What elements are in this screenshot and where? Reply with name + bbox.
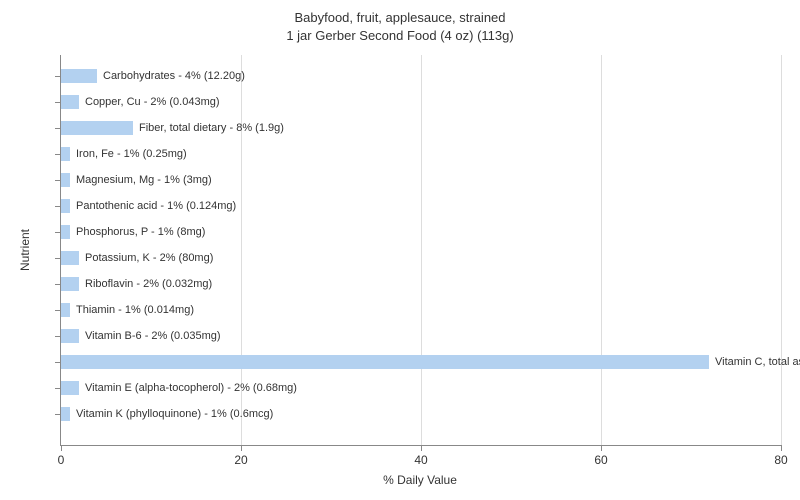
bar-label: Pantothenic acid - 1% (0.124mg)	[76, 199, 236, 213]
bar-row: Potassium, K - 2% (80mg)	[61, 249, 781, 267]
x-tick-label: 40	[414, 453, 427, 467]
bar-row: Phosphorus, P - 1% (8mg)	[61, 223, 781, 241]
bar-label: Vitamin B-6 - 2% (0.035mg)	[85, 329, 221, 343]
x-tick-label: 0	[58, 453, 65, 467]
bar-row: Riboflavin - 2% (0.032mg)	[61, 275, 781, 293]
y-axis-label: Nutrient	[18, 229, 32, 271]
x-tick-label: 80	[774, 453, 787, 467]
x-tick-label: 20	[234, 453, 247, 467]
gridline	[781, 55, 782, 445]
bar-label: Fiber, total dietary - 8% (1.9g)	[139, 121, 284, 135]
bar-label: Vitamin C, total ascorbic acid - 72% (43…	[715, 355, 800, 369]
bar-label: Carbohydrates - 4% (12.20g)	[103, 69, 245, 83]
bar	[61, 225, 70, 239]
bar	[61, 407, 70, 421]
bar	[61, 95, 79, 109]
bar-label: Phosphorus, P - 1% (8mg)	[76, 225, 205, 239]
bar-row: Magnesium, Mg - 1% (3mg)	[61, 171, 781, 189]
x-tick	[241, 445, 242, 451]
bar-row: Vitamin K (phylloquinone) - 1% (0.6mcg)	[61, 405, 781, 423]
bar	[61, 173, 70, 187]
bar-label: Thiamin - 1% (0.014mg)	[76, 303, 194, 317]
bar	[61, 381, 79, 395]
bar-row: Vitamin B-6 - 2% (0.035mg)	[61, 327, 781, 345]
x-tick	[61, 445, 62, 451]
x-tick	[421, 445, 422, 451]
bar-label: Riboflavin - 2% (0.032mg)	[85, 277, 212, 291]
bar	[61, 251, 79, 265]
bar-label: Copper, Cu - 2% (0.043mg)	[85, 95, 220, 109]
bar-row: Pantothenic acid - 1% (0.124mg)	[61, 197, 781, 215]
bar	[61, 329, 79, 343]
bar-label: Potassium, K - 2% (80mg)	[85, 251, 213, 265]
bar-row: Fiber, total dietary - 8% (1.9g)	[61, 119, 781, 137]
bar-row: Vitamin E (alpha-tocopherol) - 2% (0.68m…	[61, 379, 781, 397]
bar	[61, 199, 70, 213]
bar	[61, 277, 79, 291]
bar	[61, 355, 709, 369]
bar-row: Carbohydrates - 4% (12.20g)	[61, 67, 781, 85]
bar	[61, 303, 70, 317]
bar-row: Iron, Fe - 1% (0.25mg)	[61, 145, 781, 163]
x-tick	[781, 445, 782, 451]
bar-row: Thiamin - 1% (0.014mg)	[61, 301, 781, 319]
bar-row: Copper, Cu - 2% (0.043mg)	[61, 93, 781, 111]
bar-label: Vitamin K (phylloquinone) - 1% (0.6mcg)	[76, 407, 273, 421]
chart-title: Babyfood, fruit, applesauce, strained	[0, 10, 800, 25]
bar	[61, 147, 70, 161]
bar-label: Iron, Fe - 1% (0.25mg)	[76, 147, 187, 161]
bar-label: Magnesium, Mg - 1% (3mg)	[76, 173, 212, 187]
plot-area: 020406080Carbohydrates - 4% (12.20g)Copp…	[60, 55, 781, 446]
bar-row: Vitamin C, total ascorbic acid - 72% (43…	[61, 353, 781, 371]
chart-subtitle: 1 jar Gerber Second Food (4 oz) (113g)	[0, 28, 800, 43]
bar	[61, 121, 133, 135]
x-axis-label: % Daily Value	[60, 473, 780, 487]
bar	[61, 69, 97, 83]
x-tick-label: 60	[594, 453, 607, 467]
nutrient-chart: Babyfood, fruit, applesauce, strained 1 …	[0, 0, 800, 500]
bar-label: Vitamin E (alpha-tocopherol) - 2% (0.68m…	[85, 381, 297, 395]
x-tick	[601, 445, 602, 451]
